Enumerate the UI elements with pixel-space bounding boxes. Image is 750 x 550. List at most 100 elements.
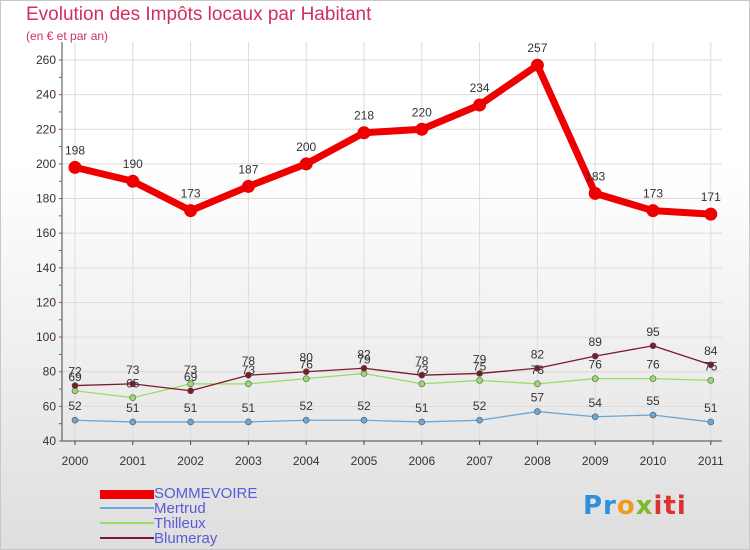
y-tick-label: 160 (36, 226, 56, 240)
data-point-sommevoire (69, 161, 81, 173)
data-label-blumeray: 89 (589, 335, 603, 349)
data-point-sommevoire (647, 205, 659, 217)
data-point-thilleux (592, 376, 598, 382)
data-label-mertrud: 55 (646, 394, 660, 408)
data-point-thilleux (303, 376, 309, 382)
data-point-mertrud (534, 409, 540, 415)
legend-swatch-mertrud (100, 507, 154, 509)
data-point-mertrud (477, 417, 483, 423)
data-label-blumeray: 78 (415, 354, 429, 368)
data-point-sommevoire (185, 205, 197, 217)
data-point-sommevoire (589, 187, 601, 199)
y-tick-label: 140 (36, 261, 56, 275)
x-tick-label: 2003 (235, 454, 262, 468)
series-line-mertrud (75, 412, 711, 422)
data-label-blumeray: 82 (357, 347, 371, 361)
legend-swatch-blumeray (100, 537, 154, 539)
legend-label-thilleux: Thilleux (154, 516, 206, 531)
x-tick-label: 2011 (698, 454, 724, 468)
data-point-blumeray (534, 365, 540, 371)
data-label-mertrud: 57 (531, 391, 545, 405)
data-point-thilleux (534, 381, 540, 387)
y-tick-label: 240 (36, 88, 56, 102)
y-tick-label: 220 (36, 122, 56, 136)
x-tick-label: 2000 (62, 454, 89, 468)
y-tick-label: 60 (43, 399, 57, 413)
data-point-sommevoire (416, 123, 428, 135)
data-point-mertrud (419, 419, 425, 425)
data-point-blumeray (245, 372, 251, 378)
data-label-mertrud: 52 (357, 399, 371, 413)
data-point-mertrud (592, 414, 598, 420)
x-tick-label: 2001 (119, 454, 146, 468)
series-line-blumeray (75, 346, 711, 391)
data-label-blumeray: 95 (646, 325, 660, 339)
x-tick-label: 2008 (524, 454, 551, 468)
data-point-blumeray (361, 365, 367, 371)
data-point-blumeray (419, 372, 425, 378)
data-point-blumeray (72, 383, 78, 389)
legend-label-mertrud: Mertrud (154, 501, 206, 516)
y-tick-label: 200 (36, 157, 56, 171)
data-label-blumeray: 73 (126, 363, 140, 377)
data-label-thilleux: 76 (589, 358, 603, 372)
proxiti-logo[interactable]: Proxiti (583, 491, 687, 521)
series-line-thilleux (75, 373, 711, 397)
data-point-sommevoire (358, 127, 370, 139)
logo-part-2: o (617, 491, 636, 521)
logo-part-1: Pr (583, 491, 617, 521)
data-point-thilleux (130, 395, 136, 401)
data-label-mertrud: 51 (242, 401, 256, 415)
data-label-mertrud: 51 (415, 401, 429, 415)
data-label-mertrud: 51 (184, 401, 198, 415)
data-label-sommevoire: 187 (238, 162, 258, 176)
data-point-sommevoire (531, 59, 543, 71)
data-label-mertrud: 51 (704, 401, 718, 415)
data-point-blumeray (477, 370, 483, 376)
data-label-sommevoire: 171 (701, 190, 721, 204)
data-label-sommevoire: 173 (181, 187, 201, 201)
data-label-blumeray: 69 (184, 370, 198, 384)
data-point-mertrud (708, 419, 714, 425)
data-label-mertrud: 52 (300, 399, 314, 413)
logo-part-4: iti (654, 491, 687, 521)
y-tick-label: 100 (36, 330, 56, 344)
data-point-thilleux (650, 376, 656, 382)
data-label-blumeray: 80 (300, 351, 314, 365)
y-tick-label: 40 (43, 434, 57, 448)
data-point-mertrud (650, 412, 656, 418)
logo-part-3: x (636, 491, 654, 521)
data-point-mertrud (188, 419, 194, 425)
data-label-mertrud: 54 (589, 396, 603, 410)
data-label-mertrud: 52 (473, 399, 487, 413)
x-tick-label: 2002 (177, 454, 204, 468)
data-label-sommevoire: 218 (354, 109, 374, 123)
data-label-mertrud: 51 (126, 401, 140, 415)
data-point-blumeray (592, 353, 598, 359)
y-tick-label: 80 (43, 365, 57, 379)
data-point-sommevoire (242, 180, 254, 192)
data-label-sommevoire: 173 (643, 187, 663, 201)
y-tick-label: 260 (36, 53, 56, 67)
data-label-sommevoire: 234 (470, 81, 490, 95)
data-label-sommevoire: 190 (123, 157, 143, 171)
data-point-mertrud (245, 419, 251, 425)
data-point-sommevoire (300, 158, 312, 170)
data-point-blumeray (130, 381, 136, 387)
legend-label-sommevoire: SOMMEVOIRE (154, 486, 257, 501)
data-label-sommevoire: 183 (585, 169, 605, 183)
data-point-thilleux (245, 381, 251, 387)
data-label-sommevoire: 198 (65, 143, 85, 157)
data-label-sommevoire: 220 (412, 105, 432, 119)
data-point-mertrud (361, 417, 367, 423)
x-tick-label: 2007 (466, 454, 493, 468)
data-point-mertrud (72, 417, 78, 423)
data-label-mertrud: 52 (68, 399, 82, 413)
legend-label-blumeray: Blumeray (154, 531, 217, 546)
x-tick-label: 2005 (351, 454, 378, 468)
data-point-mertrud (130, 419, 136, 425)
data-point-sommevoire (474, 99, 486, 111)
legend-swatch-thilleux (100, 522, 154, 524)
data-point-blumeray (303, 369, 309, 375)
data-label-thilleux: 76 (646, 358, 660, 372)
